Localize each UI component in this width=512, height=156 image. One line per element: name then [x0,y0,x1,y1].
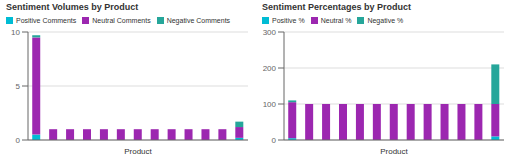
svg-text:0: 0 [272,136,277,145]
svg-text:100: 100 [263,100,277,109]
svg-text:5: 5 [16,82,21,91]
html-text:Sentiment Volumes by Product: Sentiment Volumes by Product [6,2,139,12]
html-text:Sentiment Percentages by Produ: Sentiment Percentages by Product [262,2,411,12]
html-text:Positive %: Positive % [272,16,305,24]
svg-text:0: 0 [16,136,21,145]
svg-text:Product: Product [380,147,408,156]
svg-text:300: 300 [263,28,277,37]
svg-text:Product: Product [124,147,152,156]
html-text:Neutral Comments: Neutral Comments [92,16,151,24]
svg-text:10: 10 [11,28,20,37]
html-text:Positive Comments: Positive Comments [16,16,77,24]
html-text:Negative %: Negative % [367,16,404,24]
html-text:Negative Comments: Negative Comments [166,16,231,24]
svg-text:200: 200 [263,64,277,73]
html-text:Neutral %: Neutral % [320,16,352,24]
